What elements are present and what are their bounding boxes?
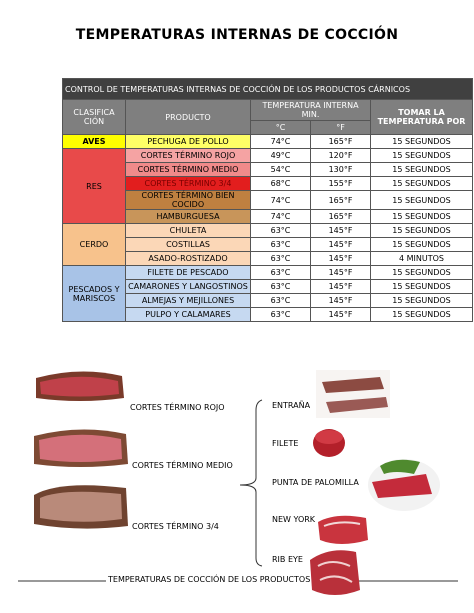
table-cell: FILETE DE PESCADO xyxy=(125,265,251,280)
table-cell: PULPO Y CALAMARES xyxy=(125,307,251,322)
table-row: CORTES TÉRMINO BIEN COCIDO 74°C 165°F 15 SE… xyxy=(63,190,474,210)
filete-image xyxy=(313,429,345,457)
meat-three-quarter xyxy=(34,485,128,529)
brace xyxy=(239,399,263,567)
meat-medium xyxy=(34,429,128,467)
table-row: CERDO CHULETA 63°C 145°F 15 SEGUNDOS xyxy=(62,223,474,266)
table-cell: CAMARONES Y LANGOSTINOS xyxy=(125,279,251,294)
table-cell: RES xyxy=(62,148,126,224)
table-cell: CHULETA xyxy=(125,223,251,238)
table-row: AVES PECHUGA DE POLLO 74°C 165°F 15 SEGUNDOS xyxy=(62,134,474,149)
table-row: HAMBURGUESA 74°C 165°F 15 SEGUNDOS xyxy=(63,209,474,224)
table-row: ASADO-ROSTIZADO 63°C 145°F 4 MINUTOS xyxy=(63,251,474,266)
title: TEMPERATURAS INTERNAS DE COCCIÓN xyxy=(75,27,399,43)
doneness-label: CORTES TÉRMINO ROJO xyxy=(130,403,225,412)
table-cell: CORTES TÉRMINO BIEN COCIDO xyxy=(125,190,251,210)
table-caption: CONTROL DE TEMPERATURAS INTERNAS DE COCC… xyxy=(61,78,474,100)
table-cell: PECHUGA DE POLLO xyxy=(125,134,251,149)
newyork-image xyxy=(318,515,368,544)
table-cell: 15 SEGUNDOS xyxy=(369,307,474,322)
table-row: CAMARONES Y LANGOSTINOS 63°C 145°F 15 SEGUN… xyxy=(63,279,474,294)
doneness-label: CORTES TÉRMINO MEDIO xyxy=(132,461,233,470)
table-cell: CORTES TÉRMINO ROJO xyxy=(125,148,251,163)
footer: TEMPERATURAS DE COCCIÓN DE LOS PRODUCTOS xyxy=(106,575,313,584)
table-row: ALMEJAS Y MEJILLONES 63°C 145°F 15 SEGUNDOS xyxy=(63,293,474,308)
cut-label: ENTRAÑA xyxy=(272,401,311,410)
table-row: PULPO Y CALAMARES 63°C 145°F 15 SEGUNDOS xyxy=(63,307,474,322)
table-cell: CORTES TÉRMINO 3/4 xyxy=(125,176,251,191)
entrana-image xyxy=(316,370,390,418)
header-cell: °F xyxy=(310,120,371,135)
cut-label: FILETE xyxy=(272,439,299,448)
cut-label: RIB EYE xyxy=(272,555,303,564)
cut-label: NEW YORK xyxy=(272,515,316,524)
meat-rare xyxy=(36,371,124,401)
cut-label: PUNTA DE PALOMILLA xyxy=(272,478,359,487)
table-row: COSTILLAS 63°C 145°F 15 SEGUNDOS xyxy=(63,237,474,252)
temperature-table: CONTROL DE TEMPERATURAS INTERNAS DE COCC… xyxy=(61,78,474,322)
table-cell: 145°F xyxy=(310,307,371,322)
table-row: RES CORTES TÉRMINO ROJO 49°C 120°F 15 SEGUND… xyxy=(62,148,474,224)
table-cell: HAMBURGUESA xyxy=(125,209,251,224)
palomilla-image xyxy=(368,459,440,511)
table-row: CORTES TÉRMINO MEDIO 54°C 130°F 15 SEGUNDOS xyxy=(63,162,474,177)
doneness-label: CORTES TÉRMINO 3/4 xyxy=(132,522,219,531)
header-cell: PRODUCTO xyxy=(125,99,251,135)
ribeye-image xyxy=(310,550,360,595)
table-cell: ASADO-ROSTIZADO xyxy=(125,251,251,266)
table-cell: AVES xyxy=(62,134,126,149)
header-cell: TOMAR LA TEMPERATURA POR xyxy=(369,99,474,135)
table-row: CORTES TÉRMINO 3/4 68°C 155°F 15 SEGUNDOS xyxy=(63,176,474,191)
